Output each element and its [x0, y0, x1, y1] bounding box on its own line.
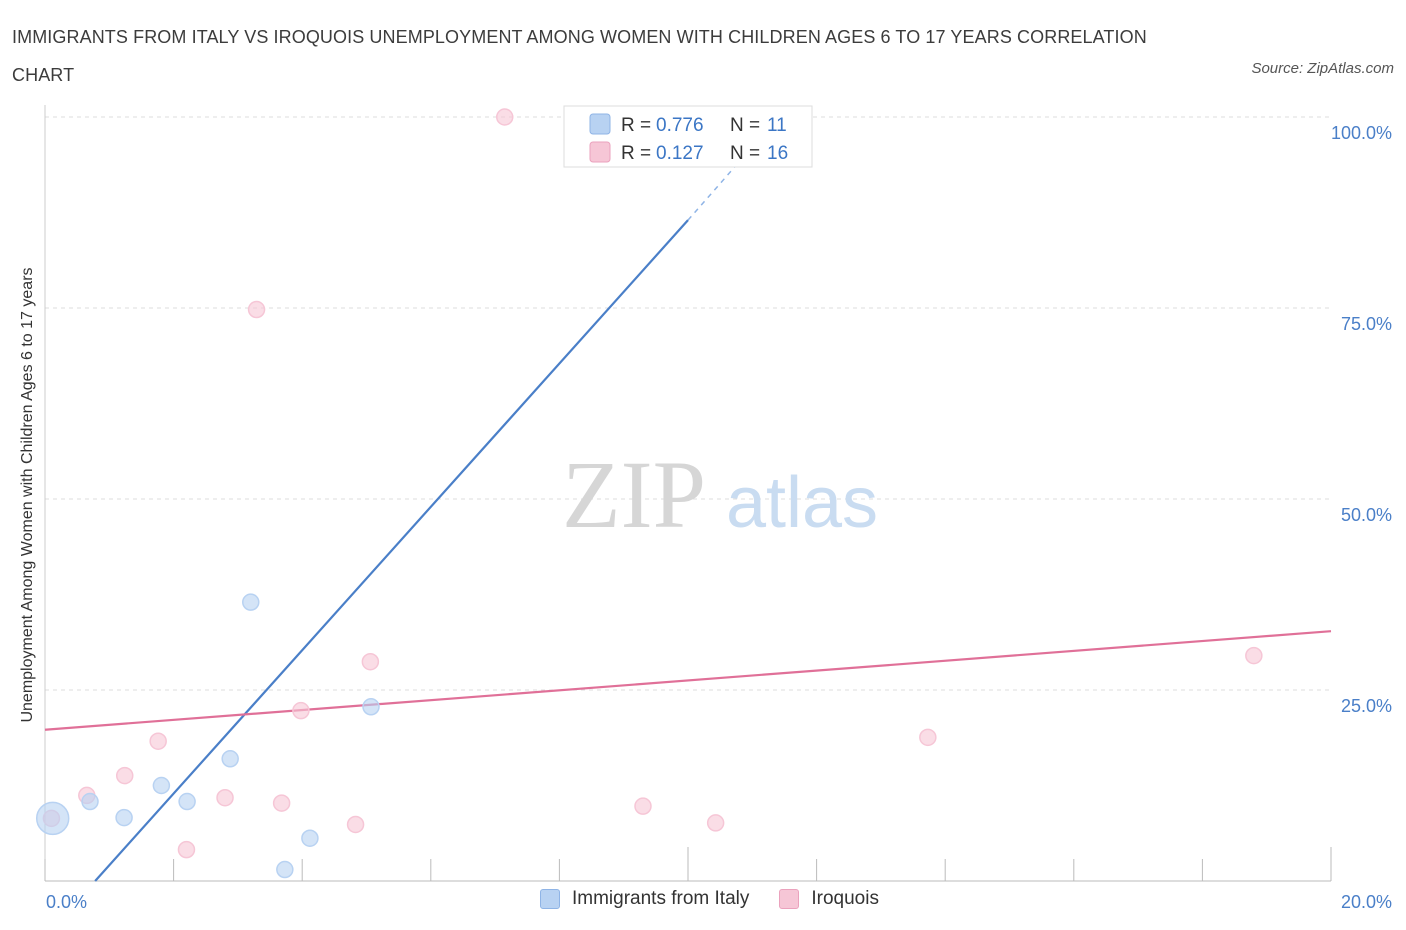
y-tick-label-50: 50.0% — [1341, 505, 1392, 525]
point-italy-3 — [152, 776, 171, 795]
point-italy-1 — [81, 792, 99, 811]
tick-labels: 25.0% 50.0% 75.0% 100.0% 0.0% 20.0% — [46, 123, 1392, 912]
y-tick-label-100: 100.0% — [1331, 123, 1392, 143]
correlation-swatch-italy — [589, 113, 611, 135]
axes — [44, 105, 1332, 882]
point-iroquois-13 — [706, 814, 725, 832]
point-iroquois-14 — [919, 728, 937, 747]
trend-line-italy — [94, 219, 689, 882]
point-italy-0 — [35, 801, 70, 836]
point-iroquois-15 — [1245, 646, 1263, 665]
point-iroquois-6 — [247, 300, 266, 319]
y-tick-label-75: 75.0% — [1341, 314, 1392, 334]
point-iroquois-7 — [272, 794, 291, 812]
y-tick-label-25: 25.0% — [1341, 696, 1392, 716]
point-iroquois-3 — [149, 732, 167, 750]
trend-line-iroquois — [44, 630, 1332, 731]
correlation-legend: R = 0.776 N = 11 R = 0.127 N = 16 — [563, 105, 813, 168]
trend-lines — [44, 131, 1332, 882]
watermark-atlas: atlas — [726, 463, 878, 543]
watermark: ZIP atlas — [562, 441, 878, 548]
r-label-italy: R = — [621, 115, 651, 136]
point-italy-7 — [276, 860, 294, 879]
point-italy-9 — [362, 698, 380, 716]
point-italy-2 — [115, 808, 133, 827]
n-label-italy: N = — [730, 115, 760, 136]
data-points — [35, 108, 1263, 879]
point-italy-8 — [301, 829, 319, 847]
x-tick-label-max: 20.0% — [1341, 892, 1392, 912]
point-italy-6 — [242, 593, 260, 611]
point-iroquois-12 — [634, 797, 652, 815]
legend-item-iroquois: Iroquois — [779, 888, 879, 910]
n-value-iroquois: 16 — [767, 143, 788, 164]
legend-swatch-iroquois — [779, 889, 800, 909]
r-label-iroquois: R = — [621, 143, 651, 164]
watermark-zip: ZIP — [562, 441, 706, 548]
legend-item-italy: Immigrants from Italy — [540, 888, 749, 910]
point-italy-5 — [221, 750, 239, 768]
x-tick-label-min: 0.0% — [46, 892, 87, 912]
r-value-italy: 0.776 — [656, 115, 704, 136]
point-iroquois-9 — [346, 815, 365, 834]
point-italy-4 — [178, 792, 196, 811]
point-iroquois-8 — [292, 701, 310, 720]
point-iroquois-5 — [216, 788, 234, 807]
legend-label-iroquois: Iroquois — [811, 888, 879, 909]
correlation-swatch-iroquois — [589, 141, 611, 163]
grid-lines — [45, 116, 1331, 691]
legend-label-italy: Immigrants from Italy — [572, 888, 750, 909]
n-label-iroquois: N = — [730, 143, 760, 164]
legend-swatch-italy — [540, 889, 560, 909]
point-iroquois-10 — [361, 652, 380, 671]
source-label: Source: ZipAtlas.com — [1251, 60, 1394, 77]
n-value-italy: 11 — [767, 115, 787, 136]
series-legend: Immigrants from Italy Iroquois — [540, 888, 909, 910]
point-iroquois-2 — [115, 766, 134, 785]
point-iroquois-4 — [177, 840, 196, 859]
r-value-iroquois: 0.127 — [656, 143, 704, 164]
chart-title: IMMIGRANTS FROM ITALY VS IROQUOIS UNEMPL… — [12, 27, 1147, 85]
point-iroquois-11 — [495, 108, 514, 126]
